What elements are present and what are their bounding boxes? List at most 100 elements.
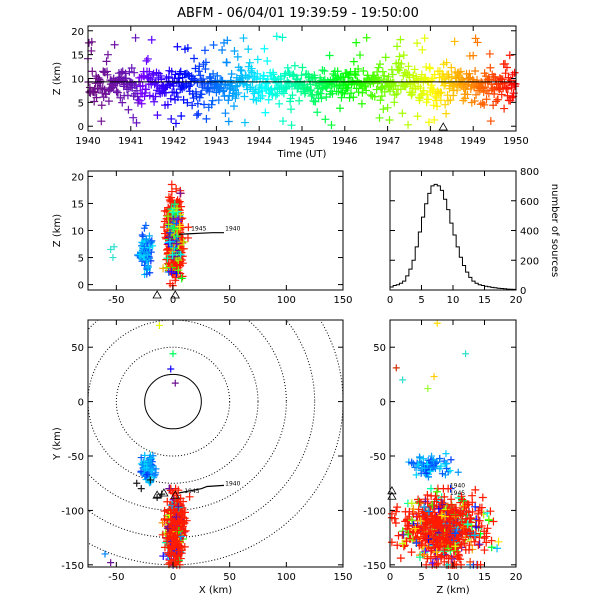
- time-height-point: [240, 92, 249, 101]
- x-tick-label: 5: [418, 295, 424, 306]
- time-height-point: [250, 89, 259, 98]
- height-y-point: [412, 471, 420, 479]
- time-height-point: [87, 46, 96, 55]
- height-y-point: [442, 450, 450, 458]
- y-tick-label: -100: [61, 506, 84, 517]
- time-height-point: [383, 103, 392, 112]
- plan-view-point: [159, 552, 168, 561]
- x-height-point: [184, 223, 193, 232]
- time-height-point: [442, 58, 451, 67]
- height-y-point: [430, 519, 439, 528]
- time-height-point: [263, 56, 272, 65]
- time-height-point: [307, 92, 316, 101]
- height-y-point: [423, 498, 432, 507]
- time-height-point: [485, 49, 494, 58]
- station-triangle: [387, 486, 397, 495]
- time-height-point: [424, 95, 433, 104]
- plan-view-point: [185, 492, 194, 501]
- time-height-point: [280, 71, 289, 80]
- x-height-point: [144, 263, 152, 271]
- height-y-point: [443, 460, 451, 468]
- time-height-point: [218, 45, 227, 54]
- height-y-point: [468, 491, 477, 500]
- height-y-points: [387, 319, 503, 569]
- time-height-point: [129, 113, 138, 122]
- time-height-point: [124, 105, 133, 114]
- height-y-point: [422, 560, 431, 569]
- time-height-point: [471, 34, 480, 43]
- time-height-point: [202, 114, 211, 123]
- x-height-point: [178, 259, 187, 268]
- time-height-point: [359, 66, 368, 75]
- plan-view-point: [169, 350, 177, 358]
- plan-view-point: [170, 559, 179, 568]
- x-height-point: [149, 242, 157, 250]
- time-height-point: [501, 59, 510, 68]
- time-height-point: [184, 71, 193, 80]
- height-y-point: [434, 559, 443, 568]
- x-height-point: [143, 264, 151, 272]
- time-height-point: [239, 34, 248, 43]
- track-label-1940: 1940: [450, 483, 465, 490]
- x-height-point: [142, 235, 150, 243]
- time-height-point: [163, 100, 172, 109]
- time-height-point: [384, 72, 393, 81]
- time-height-point: [493, 95, 502, 104]
- plan-view-point: [137, 485, 145, 493]
- x-height-point: [144, 251, 152, 259]
- time-height-point: [261, 108, 270, 117]
- y-tick-label: 800: [520, 167, 539, 178]
- x-tick-label: 15: [478, 295, 491, 306]
- range-ring: [88, 320, 259, 484]
- x-height-point: [109, 254, 117, 262]
- x-tick-label: 150: [333, 572, 352, 583]
- height-y-point: [480, 534, 489, 543]
- time-height-point: [171, 70, 180, 79]
- time-height-point: [231, 82, 240, 91]
- time-height-point: [225, 91, 234, 100]
- time-height-point: [388, 70, 397, 79]
- time-height-point: [366, 91, 375, 100]
- x-height-point: [165, 237, 174, 246]
- time-height-point: [288, 91, 297, 100]
- x-height-point: [173, 261, 182, 270]
- time-height-point: [432, 93, 441, 102]
- x-axis-label: Time (UT): [277, 149, 327, 160]
- height-y-point: [465, 545, 474, 554]
- x-tick-label: 1948: [418, 136, 443, 147]
- time-height-point: [246, 83, 255, 92]
- time-height-point: [145, 91, 154, 100]
- time-height-point: [287, 121, 296, 130]
- time-height-point: [279, 89, 288, 98]
- y-tick-label: 600: [520, 197, 539, 208]
- height-y-point: [451, 511, 460, 520]
- height-y-point: [391, 518, 400, 527]
- x-axis-label: Z (km): [436, 585, 469, 596]
- height-y-point: [440, 557, 449, 566]
- time-height-point: [262, 79, 271, 88]
- time-height-point: [491, 76, 500, 85]
- time-height-point: [436, 96, 445, 105]
- time-height-point: [96, 77, 105, 86]
- x-tick-label: 1947: [375, 136, 400, 147]
- height-y-point: [420, 550, 429, 559]
- time-height-point: [192, 111, 201, 120]
- time-height-point: [301, 88, 310, 97]
- time-height-point: [268, 90, 277, 99]
- height-y-point: [456, 540, 465, 549]
- plan-view-point: [160, 507, 169, 516]
- height-y-point: [474, 541, 483, 550]
- plan-view-point: [177, 518, 186, 527]
- height-y-point: [432, 501, 441, 510]
- x-height-point: [177, 274, 186, 283]
- time-height-point: [497, 90, 506, 99]
- time-height-point: [197, 90, 206, 99]
- height-y-point: [415, 497, 424, 506]
- x-tick-label: 1940: [75, 136, 100, 147]
- height-y-point: [474, 509, 483, 518]
- x-height-point: [166, 228, 175, 237]
- x-height-point: [143, 270, 151, 278]
- plan-view-point: [174, 516, 183, 525]
